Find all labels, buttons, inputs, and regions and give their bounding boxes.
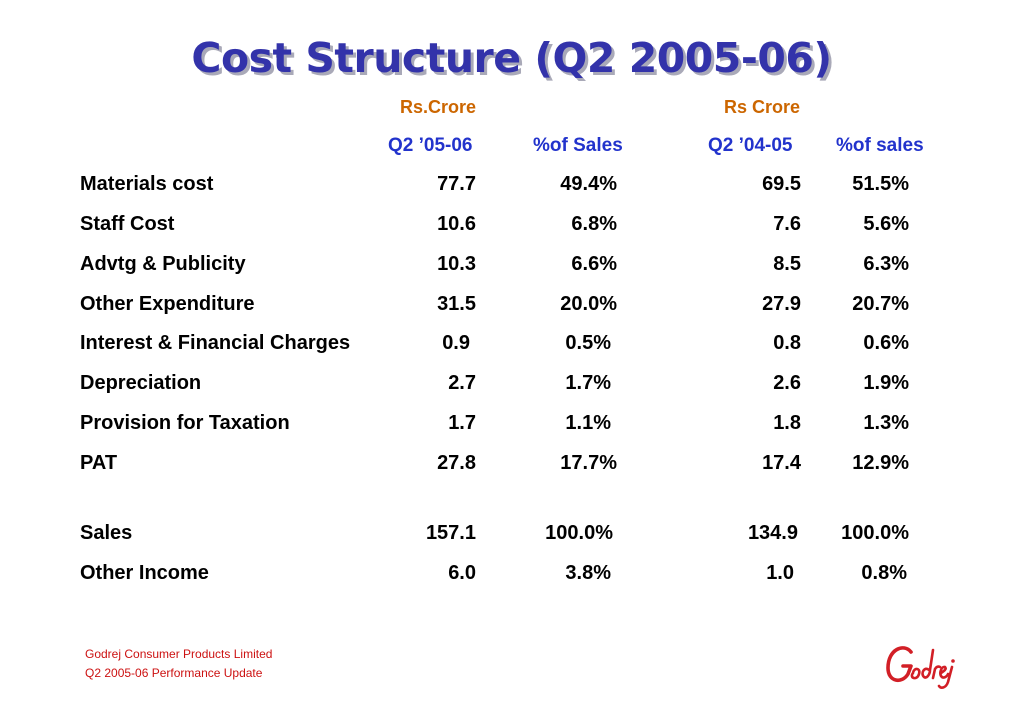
current-pct: 0.5% — [565, 332, 611, 354]
row-label: Other Expenditure — [80, 293, 255, 315]
row-label: Other Income — [80, 562, 209, 584]
previous-pct: 20.7% — [852, 293, 909, 315]
row-label: Staff Cost — [80, 213, 175, 235]
current-value: 1.7 — [448, 412, 476, 434]
previous-pct: 0.8% — [861, 562, 907, 584]
godrej-logo — [886, 646, 955, 689]
current-value: 10.3 — [437, 253, 476, 275]
row-label: PAT — [80, 452, 118, 474]
current-value: 2.7 — [448, 372, 476, 394]
previous-value: 0.8 — [773, 332, 801, 354]
previous-pct: 6.3% — [863, 253, 909, 275]
footer-subtitle: Q2 2005-06 Performance Update — [85, 666, 263, 680]
table-row: Other Income 6.0 3.8% 1.0 0.8% — [0, 561, 1023, 585]
column-header-previous-pct: %of sales — [836, 135, 924, 156]
previous-value: 8.5 — [773, 253, 801, 275]
row-label: Sales — [80, 522, 133, 544]
column-header-previous-period: Q2 ’04-05 — [708, 135, 793, 156]
row-label: Materials cost — [80, 173, 214, 195]
column-header-current-period: Q2 ’05-06 — [388, 135, 473, 156]
current-pct: 3.8% — [565, 562, 611, 584]
previous-pct: 0.6% — [863, 332, 909, 354]
current-pct: 20.0% — [560, 293, 617, 315]
current-pct: 1.1% — [565, 412, 611, 434]
previous-pct: 5.6% — [863, 213, 909, 235]
current-pct: 17.7% — [560, 452, 617, 474]
current-value: 6.0 — [448, 562, 476, 584]
table-row: Staff Cost 10.6 6.8% 7.6 5.6% — [0, 212, 1023, 236]
unit-label-current: Rs.Crore — [400, 97, 477, 117]
table-row: Sales 157.1 100.0% 134.9 100.0% — [0, 521, 1023, 545]
footer-company: Godrej Consumer Products Limited — [85, 647, 273, 661]
row-label: Depreciation — [80, 372, 202, 394]
table-row: Advtg & Publicity 10.3 6.6% 8.5 6.3% — [0, 252, 1023, 276]
previous-value: 69.5 — [762, 173, 801, 195]
previous-pct: 1.9% — [863, 372, 909, 394]
table-row: Interest & Financial Charges 0.9 0.5% 0.… — [0, 331, 1023, 355]
table-row: Other Expenditure 31.5 20.0% 27.9 20.7% — [0, 292, 1023, 316]
previous-value: 134.9 — [747, 522, 798, 544]
current-value: 31.5 — [437, 293, 476, 315]
previous-pct: 12.9% — [852, 452, 909, 474]
previous-value: 1.8 — [773, 412, 801, 434]
row-label: Provision for Taxation — [80, 412, 290, 434]
table-row: Provision for Taxation 1.7 1.1% 1.8 1.3% — [0, 411, 1023, 435]
current-value: 77.7 — [437, 173, 476, 195]
current-pct: 6.6% — [571, 253, 617, 275]
current-value: 27.8 — [437, 452, 476, 474]
current-pct: 100.0% — [545, 522, 613, 544]
row-label: Interest & Financial Charges — [80, 332, 351, 354]
previous-value: 7.6 — [773, 213, 801, 235]
row-label: Advtg & Publicity — [80, 253, 246, 275]
current-value: 157.1 — [425, 522, 476, 544]
previous-value: 27.9 — [762, 293, 801, 315]
previous-value: 1.0 — [766, 562, 794, 584]
current-pct: 1.7% — [565, 372, 611, 394]
table-row: Depreciation 2.7 1.7% 2.6 1.9% — [0, 371, 1023, 395]
column-header-current-pct: %of Sales — [533, 135, 623, 156]
current-pct: 6.8% — [571, 213, 617, 235]
table-row: PAT 27.8 17.7% 17.4 12.9% — [0, 451, 1023, 475]
table-row: Materials cost 77.7 49.4% 69.5 51.5% — [0, 172, 1023, 196]
previous-value: 17.4 — [762, 452, 801, 474]
page-title: Cost Structure (Q2 2005-06) — [191, 34, 832, 82]
previous-pct: 51.5% — [852, 173, 909, 195]
current-value: 10.6 — [437, 213, 476, 235]
unit-label-previous: Rs Crore — [724, 97, 801, 117]
previous-value: 2.6 — [773, 372, 801, 394]
current-pct: 49.4% — [560, 173, 617, 195]
current-value: 0.9 — [442, 332, 470, 354]
previous-pct: 1.3% — [863, 412, 909, 434]
previous-pct: 100.0% — [841, 522, 909, 544]
